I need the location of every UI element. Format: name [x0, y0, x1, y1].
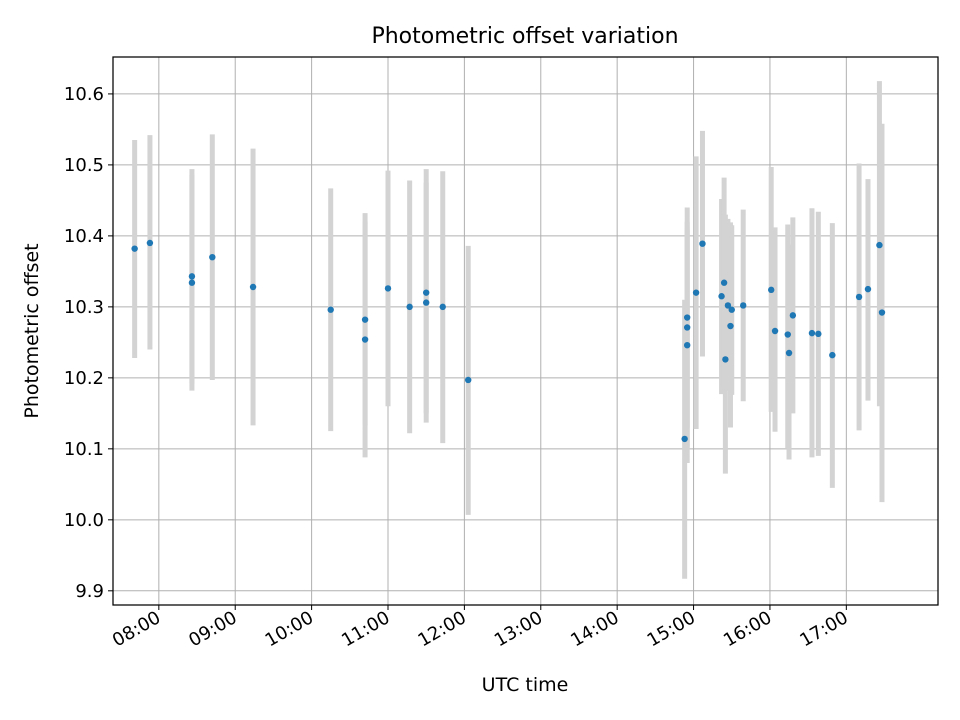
y-tick-label: 10.1 — [64, 439, 104, 460]
data-point — [720, 279, 728, 286]
data-point — [789, 312, 797, 319]
y-tick-label: 10.0 — [64, 510, 104, 531]
y-tick-label: 10.5 — [64, 155, 104, 176]
data-point — [784, 331, 791, 338]
data-point — [361, 336, 369, 343]
data-point — [249, 283, 257, 291]
plot-frame — [112, 56, 939, 606]
data-point — [683, 324, 691, 331]
data-point — [718, 293, 725, 300]
data-point — [692, 289, 700, 296]
data-point — [131, 245, 138, 252]
data-point — [768, 286, 775, 294]
data-point — [439, 303, 446, 311]
data-point — [771, 327, 779, 335]
data-point — [876, 241, 883, 249]
data-point — [188, 273, 196, 280]
data-point — [384, 285, 392, 292]
data-point — [406, 303, 413, 311]
y-tick-label: 10.4 — [64, 226, 104, 247]
data-point — [683, 314, 691, 321]
data-point — [188, 279, 196, 286]
data-point — [727, 322, 734, 330]
data-point — [683, 341, 691, 349]
data-point — [855, 293, 863, 301]
y-tick-label: 9.9 — [75, 581, 104, 602]
data-point — [722, 356, 729, 363]
data-point — [740, 302, 747, 309]
y-axis-label: Photometric offset — [21, 243, 43, 418]
data-point — [681, 435, 688, 443]
chart-title: Photometric offset variation — [371, 24, 678, 49]
y-tick-label: 10.3 — [64, 297, 104, 318]
data-point — [728, 306, 735, 313]
y-tick-label: 10.2 — [64, 368, 104, 389]
data-points — [131, 239, 886, 443]
data-point — [361, 316, 369, 323]
data-point — [146, 239, 154, 247]
data-point — [465, 376, 472, 384]
data-point — [785, 349, 793, 357]
grid-lines — [113, 57, 938, 605]
data-point — [724, 302, 732, 309]
x-axis-label: UTC time — [482, 674, 569, 696]
data-point — [699, 240, 706, 247]
data-point — [864, 285, 872, 293]
data-point — [422, 289, 430, 296]
data-point — [209, 253, 216, 261]
y-tick-label: 10.6 — [64, 84, 104, 105]
data-point — [327, 306, 334, 313]
data-point — [829, 351, 836, 359]
data-point — [815, 330, 822, 338]
data-point — [878, 309, 886, 316]
data-point — [422, 299, 430, 306]
data-point — [808, 329, 816, 337]
